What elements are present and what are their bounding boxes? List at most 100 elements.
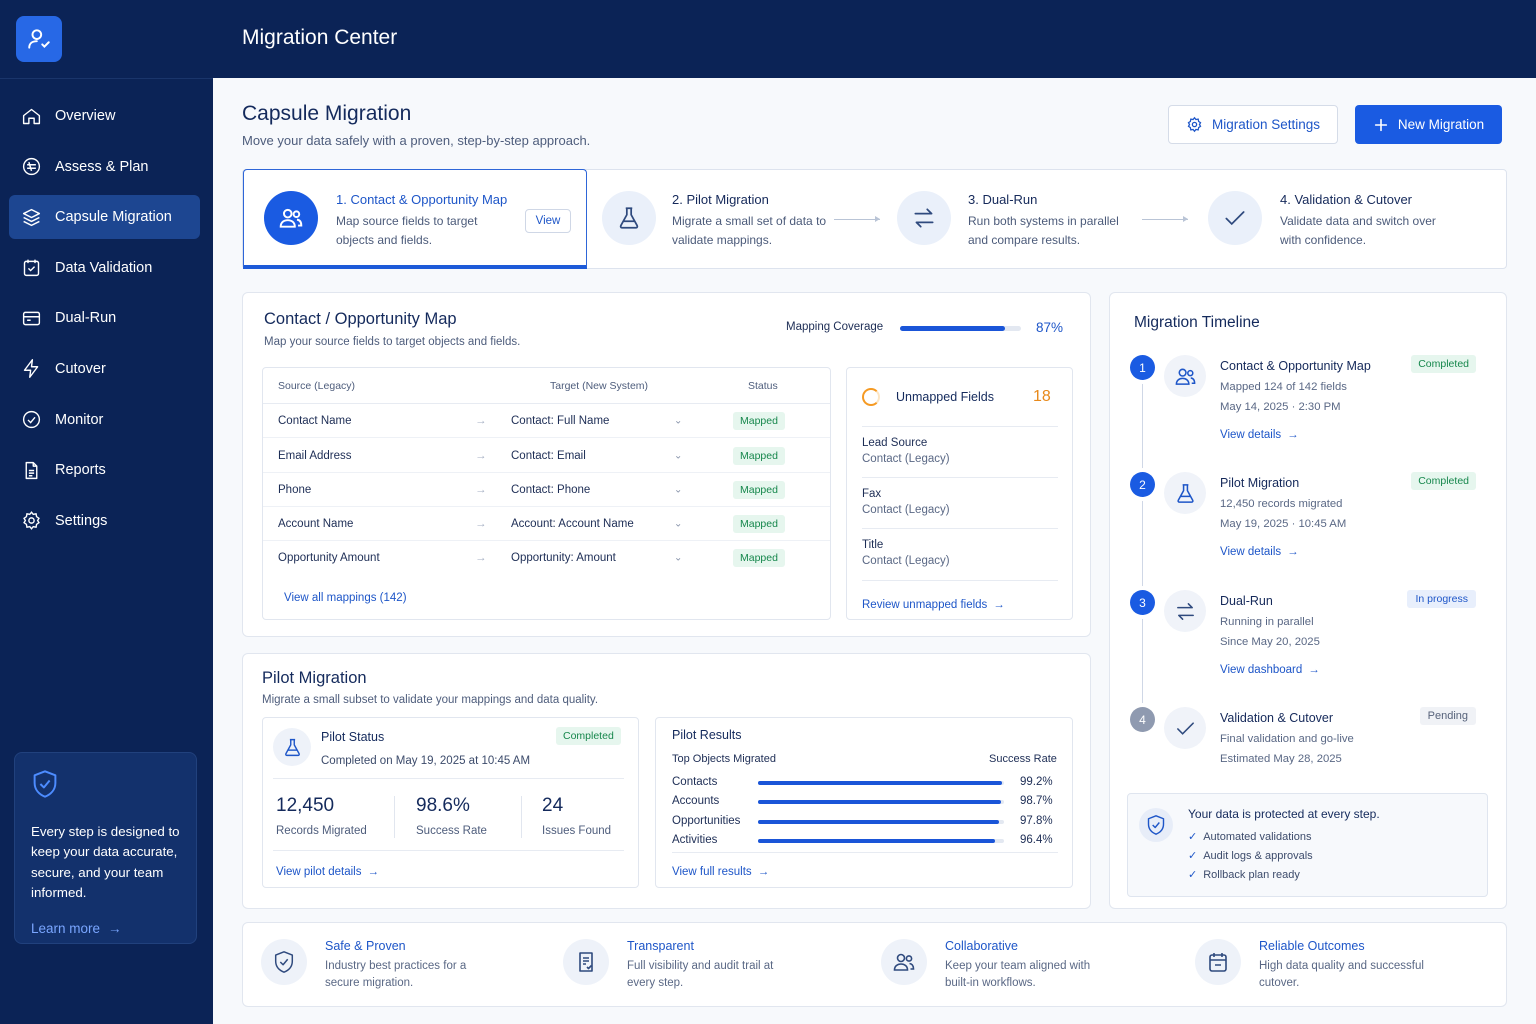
source-field: Opportunity Amount — [278, 552, 380, 564]
step-contact-map[interactable]: 1. Contact & Opportunity Map Map source … — [243, 169, 587, 269]
result-name: Activities — [672, 834, 718, 846]
divider — [672, 852, 1058, 853]
step-icon-circle — [602, 191, 656, 245]
protection-item: ✓ Audit logs & approvals — [1188, 849, 1313, 862]
view-all-mappings-link[interactable]: View all mappings (142) — [284, 592, 407, 604]
step-view-button[interactable]: View — [525, 209, 571, 233]
protection-item: ✓ Rollback plan ready — [1188, 868, 1300, 881]
learn-more-link[interactable]: Learn more → — [31, 921, 180, 936]
sidebar-item-cutover[interactable]: Cutover — [9, 347, 200, 391]
result-row: Contacts 99.2% — [672, 774, 1056, 794]
sidebar-item-dual-run[interactable]: Dual-Run — [9, 296, 200, 340]
target-field[interactable]: Contact: Full Name — [511, 414, 610, 427]
check-icon: ✓ — [1188, 831, 1198, 843]
review-unmapped-link[interactable]: Review unmapped fields → — [862, 580, 1058, 613]
sidebar-item-label: Data Validation — [55, 259, 153, 276]
top-header: Migration Center — [213, 0, 1536, 78]
arrow-right-icon: → — [1287, 546, 1299, 558]
unmapped-item[interactable]: Title Contact (Legacy) — [862, 528, 1058, 567]
home-icon — [22, 108, 41, 124]
view-pilot-details-link[interactable]: View pilot details → — [276, 866, 379, 878]
table-row[interactable]: Opportunity Amount → Opportunity: Amount… — [263, 541, 830, 575]
unmapped-name: Lead Source — [862, 437, 928, 449]
feature-title: Collaborative — [945, 939, 1018, 953]
migration-settings-button[interactable]: Migration Settings — [1168, 105, 1338, 144]
timeline-item-detail: Mapped 124 of 142 fields — [1220, 381, 1347, 393]
step-desc: Migrate a small set of data to validate … — [672, 214, 827, 247]
timeline-item: 4 Validation & Cutover Final validation … — [1110, 707, 1488, 817]
chevron-down-icon[interactable]: ⌄ — [674, 484, 683, 495]
sidebar-item-reports[interactable]: Reports — [9, 448, 200, 492]
view-details-label: View details — [1220, 546, 1282, 558]
table-row[interactable]: Account Name → Account: Account Name ⌄ M… — [263, 507, 830, 541]
sidebar-item-capsule-migration[interactable]: Capsule Migration — [9, 195, 200, 240]
view-details-link[interactable]: View details → — [1220, 546, 1299, 558]
shield-check-icon — [1147, 815, 1165, 835]
target-field[interactable]: Account: Account Name — [511, 517, 634, 530]
page-subtitle: Move your data safely with a proven, ste… — [242, 133, 591, 148]
migration-settings-label: Migration Settings — [1211, 117, 1321, 132]
table-row[interactable]: Email Address → Contact: Email ⌄ Mapped — [263, 439, 830, 473]
sidebar-item-assess-plan[interactable]: Assess & Plan — [9, 145, 200, 189]
chevron-down-icon[interactable]: ⌄ — [674, 415, 683, 426]
coverage-progress-bar — [900, 326, 1021, 331]
sidebar-item-settings[interactable]: Settings — [9, 499, 200, 543]
view-dashboard-link[interactable]: View dashboard → — [1220, 664, 1320, 676]
status-badge: Pending — [1419, 707, 1476, 725]
pilot-migration-card: Pilot Migration Migrate a small subset t… — [242, 653, 1091, 909]
table-row[interactable]: Phone → Contact: Phone ⌄ Mapped — [263, 473, 830, 507]
new-migration-button[interactable]: New Migration — [1355, 105, 1502, 144]
timeline-number: 1 — [1130, 355, 1155, 380]
divider — [273, 778, 624, 779]
sidebar-promo-card: Every step is designed to keep your data… — [14, 752, 197, 944]
view-full-results-link[interactable]: View full results → — [672, 866, 769, 878]
shield-check-icon — [274, 951, 294, 973]
protection-item: ✓ Automated validations — [1188, 830, 1311, 843]
sidebar-item-data-validation[interactable]: Data Validation — [9, 246, 200, 290]
target-field[interactable]: Opportunity: Amount — [511, 552, 616, 564]
step-dual-run[interactable]: 3. Dual-Run Run both systems in parallel… — [897, 170, 1127, 268]
protection-panel: Your data is protected at every step. ✓ A… — [1127, 793, 1488, 897]
step-icon-circle — [897, 191, 951, 245]
arrow-right-icon: → — [1308, 664, 1320, 676]
calendar-check-icon — [23, 259, 40, 277]
divider — [273, 850, 624, 851]
sidebar-item-label: Assess & Plan — [55, 158, 149, 175]
status-badge: In progress — [1407, 590, 1476, 608]
sidebar-item-label: Dual-Run — [55, 310, 117, 327]
target-field[interactable]: Contact: Email — [511, 449, 586, 462]
app-logo[interactable] — [16, 16, 62, 62]
result-bar-track — [758, 800, 1004, 804]
pilot-status-text: Completed on May 19, 2025 at 10:45 AM — [321, 755, 531, 767]
chevron-down-icon[interactable]: ⌄ — [674, 518, 683, 529]
result-row: Activities 96.4% — [672, 832, 1056, 852]
sidebar-item-label: Overview — [55, 108, 116, 124]
audit-doc-icon — [579, 952, 593, 972]
mapping-table: Source (Legacy) Target (New System) Stat… — [262, 367, 831, 620]
arrow-right-icon: → — [475, 449, 487, 462]
shield-icon-circle — [1139, 808, 1173, 842]
target-field[interactable]: Contact: Phone — [511, 483, 591, 496]
map-title: Contact / Opportunity Map — [264, 310, 457, 328]
users-icon — [279, 208, 303, 228]
divider — [394, 796, 395, 838]
unmapped-item[interactable]: Lead Source Contact (Legacy) — [862, 426, 1058, 465]
result-bar-track — [758, 820, 1004, 824]
calendar-icon — [1209, 953, 1227, 972]
pilot-subtitle: Migrate a small subset to validate your … — [262, 694, 599, 706]
table-row[interactable]: Contact Name → Contact: Full Name ⌄ Mapp… — [263, 404, 830, 438]
sidebar-item-overview[interactable]: Overview — [9, 94, 200, 138]
chevron-down-icon[interactable]: ⌄ — [674, 552, 683, 564]
chevron-down-icon[interactable]: ⌄ — [674, 450, 683, 461]
assess-icon — [22, 158, 41, 176]
result-rate: 96.4% — [1020, 834, 1053, 846]
status-badge: Mapped — [733, 480, 785, 499]
unmapped-item[interactable]: Fax Contact (Legacy) — [862, 477, 1058, 516]
source-field: Account Name — [278, 517, 354, 530]
view-details-link[interactable]: View details → — [1220, 429, 1299, 441]
step-pilot-migration[interactable]: 2. Pilot Migration Migrate a small set o… — [602, 170, 832, 268]
step-validation-cutover[interactable]: 4. Validation & Cutover Validate data an… — [1208, 170, 1468, 268]
result-rate: 97.8% — [1020, 815, 1053, 827]
layers-icon — [22, 208, 41, 226]
sidebar-item-monitor[interactable]: Monitor — [9, 398, 200, 442]
